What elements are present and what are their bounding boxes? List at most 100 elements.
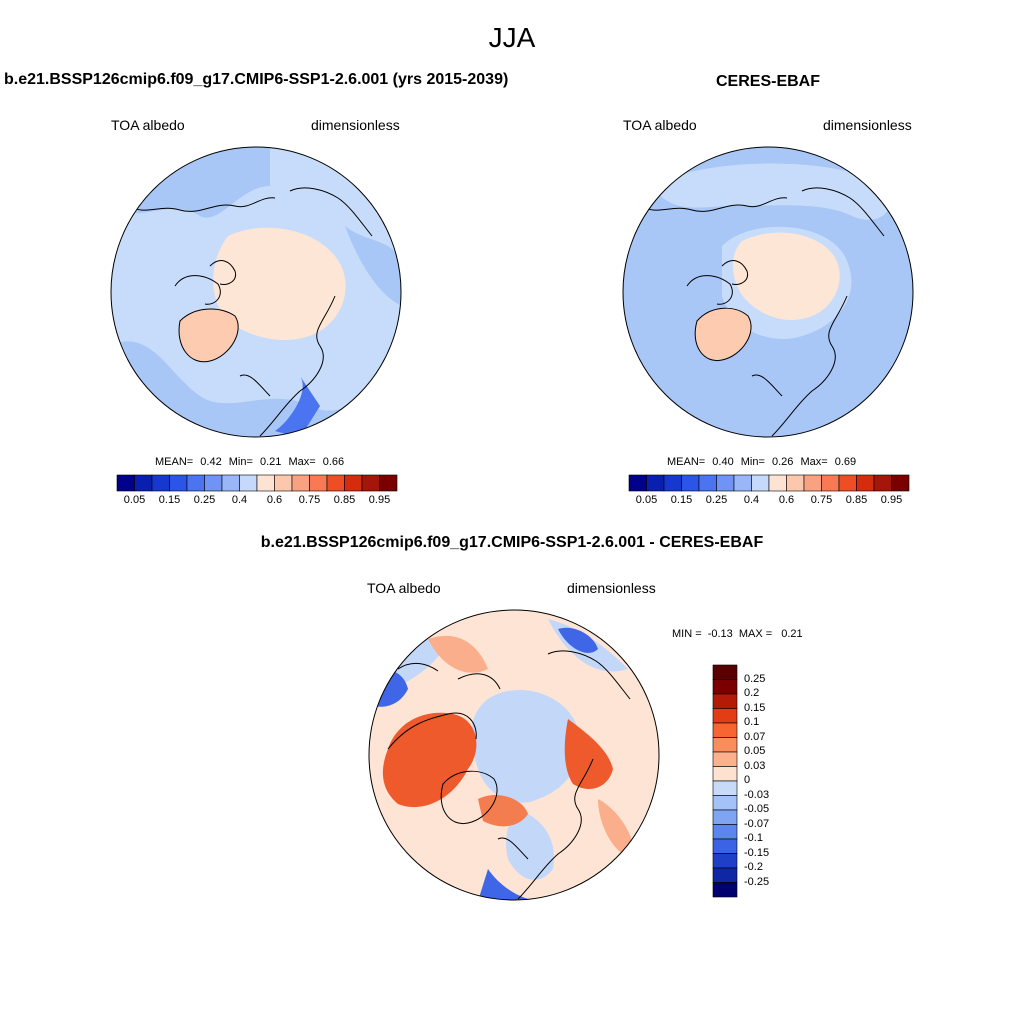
obs-colorbar [628,474,910,492]
colorbar-swatch [239,474,258,492]
colorbar-tick-label: -0.05 [744,803,770,815]
colorbar-swatch [712,867,738,883]
negative-diff-central [471,690,581,803]
obs-min-value: 0.26 [771,456,794,468]
diff-polar-map [368,609,660,901]
colorbar-swatch [116,474,135,492]
colorbar-swatch [712,679,738,695]
diff-colorbar [712,664,738,898]
model-units-label: dimensionless [311,117,400,133]
map-boundary [110,146,402,438]
colorbar-tick-label: 0.05 [744,745,766,757]
coastlines [387,650,631,900]
positive-diff-atlantic [478,794,528,827]
colorbar-swatch [204,474,223,492]
colorbar-tick-label: 0.25 [705,494,728,506]
colorbar-tick-label: 0.6 [266,494,283,506]
colorbar-tick-label: 0.05 [635,494,658,506]
model-panel-title: b.e21.BSSP126cmip6.f09_g17.CMIP6-SSP1-2.… [4,71,509,88]
ocean-region-mid [111,341,401,437]
diff-max-label: MAX = [738,628,773,640]
colorbar-tick-label: -0.25 [744,875,770,888]
colorbar-swatch [712,693,738,709]
diff-min-value: -0.13 [707,628,733,640]
model-polar-map [110,146,402,438]
obs-max-value: 0.69 [834,456,857,468]
colorbar-tick-label: 0.15 [744,701,766,714]
obs-mean-label: MEAN= [667,456,706,468]
model-mean-label: MEAN= [155,456,194,468]
colorbar-swatch [344,474,363,492]
obs-min-label: Min= [740,456,765,468]
map-boundary [368,609,660,901]
model-stats: MEAN= 0.42 Min= 0.21 Max= 0.66 [155,456,344,468]
colorbar-swatch [712,751,738,767]
ocean-region-mid-east [345,226,401,306]
colorbar-swatch [712,664,738,680]
colorbar-tick-label: 0.6 [778,494,795,506]
colorbar-swatch [733,474,752,492]
colorbar-swatch [646,474,665,492]
colorbar-tick-label: 0.75 [298,494,321,506]
sea-ice-region [213,227,346,341]
colorbar-swatch [361,474,380,492]
colorbar-tick-label: -0.15 [744,846,770,859]
strong-negative-diff-south [478,869,538,900]
colorbar-tick-label: -0.07 [744,817,770,830]
colorbar-swatch [716,474,735,492]
colorbar-swatch [712,737,738,753]
obs-units-label: dimensionless [823,117,912,133]
colorbar-tick-label: 0.4 [743,494,760,506]
obs-variable-label: TOA albedo [623,117,697,133]
colorbar-swatch [221,474,240,492]
colorbar-swatch [712,722,738,738]
strong-negative-diff [558,627,598,653]
colorbar-tick-label: -0.2 [744,861,763,873]
colorbar-swatch [712,882,738,898]
colorbar-swatch [873,474,892,492]
model-colorbar [116,474,398,492]
obs-colorbar-labels: 0.05 0.15 0.25 0.4 0.6 0.75 0.85 0.95 [628,494,910,510]
model-mean-value: 0.42 [200,456,222,468]
model-variable-label: TOA albedo [111,117,185,133]
colorbar-swatch [751,474,770,492]
model-min-value: 0.21 [259,456,282,468]
colorbar-tick-label: -0.1 [744,832,763,844]
colorbar-tick-label: 0.95 [880,494,903,506]
obs-panel-title: CERES-EBAF [716,73,821,90]
diff-min-label: MIN = [672,628,702,640]
colorbar-swatch [628,474,647,492]
diff-max-value: 0.21 [781,628,803,640]
obs-polar-map [622,146,914,438]
colorbar-swatch [698,474,717,492]
colorbar-tick-label: 0 [744,774,751,786]
colorbar-swatch [256,474,275,492]
colorbar-swatch [838,474,857,492]
ocean-region-light [652,163,890,220]
colorbar-swatch [821,474,840,492]
colorbar-swatch [712,766,738,782]
strong-positive-diff-siberia [564,719,613,789]
colorbar-tick-label: 0.1 [744,716,760,728]
colorbar-tick-label: 0.85 [845,494,868,506]
colorbar-swatch [291,474,310,492]
colorbar-swatch [768,474,787,492]
colorbar-tick-label: 0.25 [193,494,216,506]
scandinavia-low-albedo [275,376,320,437]
colorbar-swatch [309,474,328,492]
model-max-label: Max= [288,456,316,468]
colorbar-swatch [134,474,153,492]
colorbar-swatch [856,474,875,492]
colorbar-swatch [151,474,170,492]
colorbar-swatch [663,474,682,492]
obs-stats: MEAN= 0.40 Min= 0.26 Max= 0.69 [667,456,856,468]
colorbar-swatch [786,474,805,492]
coastlines [129,187,373,437]
strong-positive-diff-canada [382,712,477,808]
colorbar-swatch [712,780,738,796]
greenland-region [695,308,752,361]
model-colorbar-labels: 0.05 0.15 0.25 0.4 0.6 0.75 0.85 0.95 [116,494,398,510]
colorbar-tick-label: 0.95 [368,494,391,506]
colorbar-tick-label: 0.2 [744,687,760,699]
negative-diff-south [506,809,554,880]
